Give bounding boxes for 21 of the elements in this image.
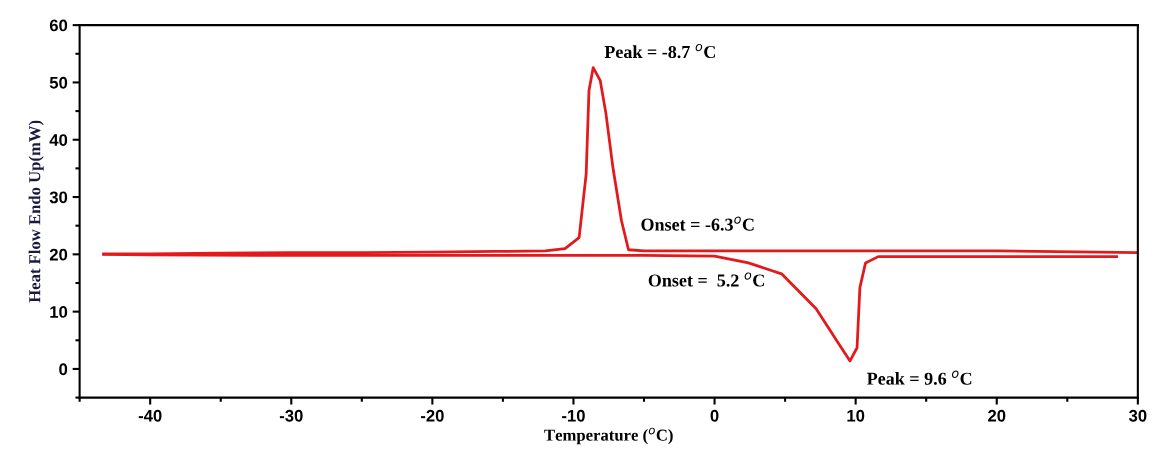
annotation: Peak = 9.6 $^{o}$C (866, 370, 972, 385)
y-tick-label: 40 (49, 134, 68, 146)
x-tick-label: -20 (420, 409, 444, 422)
x-tick-label: 10 (847, 409, 865, 422)
x-tick-label: -30 (279, 409, 303, 422)
x-tick-label: -40 (138, 409, 162, 422)
y-tick-label: 60 (49, 19, 68, 32)
x-tick-label: 0 (710, 409, 719, 422)
annotation: Peak = -8.7 $^{o}$C (604, 43, 715, 59)
x-tick-label: 20 (988, 409, 1006, 422)
y-axis-title: Heat Flow Endo Up(mW) (28, 120, 44, 303)
annotation: Onset = -6.3$^{o}$C (641, 216, 754, 231)
x-axis-title: Temperature ($^{o}$C) (544, 427, 673, 445)
x-tick-label: 30 (1128, 409, 1147, 422)
x-tick-label: -10 (562, 409, 585, 422)
y-tick-label: 10 (50, 306, 68, 318)
annotation: Onset = 5.2 $^{o}$C (648, 272, 764, 287)
y-tick-label: 0 (59, 363, 68, 376)
y-tick-label: 50 (49, 76, 68, 89)
y-tick-label: 30 (49, 191, 68, 204)
y-tick-label: 20 (49, 248, 68, 261)
